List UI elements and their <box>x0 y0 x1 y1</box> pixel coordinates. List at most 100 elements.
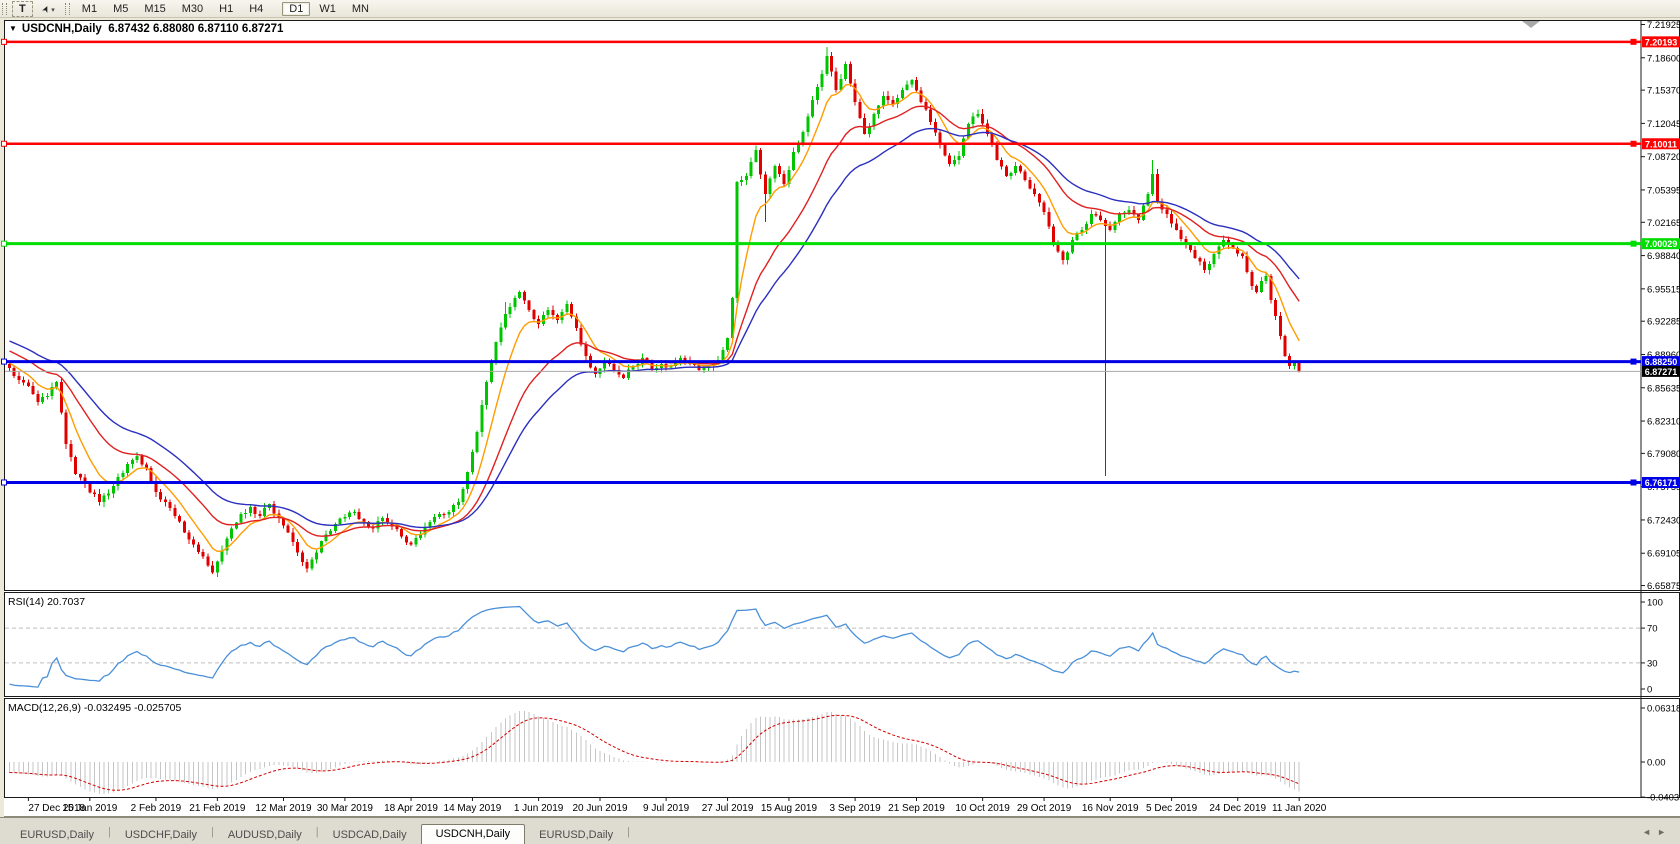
level-badge <box>1642 356 1680 368</box>
chart-menu-icon[interactable]: ▼ <box>9 24 17 33</box>
date-tick-label: 3 Sep 2019 <box>830 803 882 814</box>
macd-tick-label: 0.063184 <box>1647 704 1680 715</box>
chart-canvas[interactable]: 7.21925 7.18600 7.15370 7.12045 7.08720 7.053… <box>0 19 1680 817</box>
level-line-7.00029[interactable]: 7.00029 <box>1 238 1680 250</box>
tab-usdchf-daily[interactable]: USDCHF,Daily <box>124 829 197 841</box>
date-tick-label: 24 Dec 2019 <box>1209 803 1266 814</box>
price-tick-label: 6.92285 <box>1647 317 1680 328</box>
macd-tick-label: 0.00 <box>1647 758 1666 769</box>
date-tick-label: 27 Jul 2019 <box>702 803 754 814</box>
timeframe-button-m15[interactable]: M15 <box>144 2 166 15</box>
tab-separator: | <box>627 825 630 838</box>
price-tick-label: 6.82310 <box>1647 417 1680 428</box>
tab-separator: | <box>315 825 319 838</box>
price-tick-label: 7.21925 <box>1647 20 1680 31</box>
svg-text:7.20193: 7.20193 <box>1645 37 1678 47</box>
level-badge <box>1642 238 1680 250</box>
date-tick-label: 30 Mar 2019 <box>317 803 374 814</box>
date-tick-label: 5 Dec 2019 <box>1146 803 1198 814</box>
pointer-icon: ➤ <box>39 2 52 15</box>
date-tick-label: 12 Mar 2019 <box>255 803 312 814</box>
svg-text:7.00029: 7.00029 <box>1645 239 1678 249</box>
tab-usdcnh-daily[interactable]: USDCNH,Daily <box>420 824 526 844</box>
price-tick-label: 7.02165 <box>1647 218 1680 229</box>
level-line-7.10011[interactable]: 7.10011 <box>1 138 1680 150</box>
macd-pane[interactable] <box>4 698 1680 798</box>
timeframe-button-h1[interactable]: H1 <box>219 2 234 15</box>
date-tick-label: 16 Nov 2019 <box>1082 803 1139 814</box>
svg-text:7.10011: 7.10011 <box>1645 139 1677 149</box>
svg-text:6.76171: 6.76171 <box>1645 478 1678 488</box>
level-line-6.76171[interactable]: 6.76171 <box>1 476 1680 488</box>
ema-slow-line <box>9 127 1300 529</box>
toolbar-grip[interactable] <box>2 2 7 15</box>
price-tick-label: 7.15370 <box>1647 86 1680 97</box>
rsi-tick-label: 30 <box>1647 658 1658 669</box>
price-tick-label: 6.65875 <box>1647 581 1680 592</box>
date-tick-label: 10 Oct 2019 <box>955 803 1010 814</box>
date-tick-label: 11 Jan 2020 <box>1272 803 1327 814</box>
macd-histogram <box>9 710 1300 795</box>
price-tick-label: 6.95515 <box>1647 284 1680 295</box>
chart-ohlc-values: 6.87432 6.88080 6.87110 6.87271 <box>108 23 284 35</box>
toolbar: T ➤▾ M1 M5 M15 M30 H1 H4 D1 W1 MN <box>0 0 1680 18</box>
level-badge <box>1642 138 1680 150</box>
date-tick-label: 21 Sep 2019 <box>888 803 945 814</box>
timeframe-button-w1[interactable]: W1 <box>319 2 336 15</box>
price-tick-label: 6.69105 <box>1647 549 1680 560</box>
macd-tick-label: -0.04035 <box>1647 793 1680 804</box>
rsi-pane[interactable] <box>4 592 1680 697</box>
level-badge <box>1642 476 1680 488</box>
timeframe-button-m30[interactable]: M30 <box>181 2 204 15</box>
svg-text:6.88250: 6.88250 <box>1645 357 1678 367</box>
price-tick-label: 7.18600 <box>1647 53 1680 64</box>
date-tick-label: 29 Oct 2019 <box>1017 803 1072 814</box>
tab-eurusd-daily-2[interactable]: EURUSD,Daily <box>539 829 614 841</box>
date-tick-label: 20 Jun 2019 <box>572 803 627 814</box>
timeframe-button-m1[interactable]: M1 <box>81 2 98 15</box>
tab-eurusd-daily[interactable]: EURUSD,Daily <box>20 829 94 841</box>
cursor-tool-button[interactable]: ➤▾ <box>35 1 62 17</box>
chart-shift-marker-icon[interactable] <box>1522 21 1540 28</box>
timeframe-group: M1 M5 M15 M30 H1 H4 D1 W1 MN <box>74 1 377 16</box>
rsi-tick-label: 0 <box>1647 685 1652 696</box>
date-tick-label: 15 Aug 2019 <box>761 803 818 814</box>
date-tick-label: 1 Jun 2019 <box>514 803 564 814</box>
macd-label: MACD(12,26,9) -0.032495 -0.025705 <box>8 702 182 714</box>
price-tick-label: 6.85635 <box>1647 383 1680 394</box>
timeframe-button-m5[interactable]: M5 <box>113 2 129 15</box>
timeframe-button-h4[interactable]: H4 <box>249 2 264 15</box>
tab-scroll-left-icon[interactable]: ◄ <box>1642 826 1658 837</box>
rsi-tick-label: 100 <box>1647 598 1663 609</box>
price-pane[interactable] <box>4 20 1680 591</box>
level-line-6.88250[interactable]: 6.88250 <box>1 356 1680 368</box>
toolbar-grip-2[interactable] <box>64 2 70 15</box>
tab-separator: | <box>210 825 214 838</box>
text-tool-button[interactable]: T <box>12 0 33 17</box>
date-tick-label: 15 Jan 2019 <box>62 803 117 814</box>
current-price-badge <box>1642 365 1680 377</box>
tab-audusd-daily[interactable]: AUDUSD,Daily <box>227 829 302 841</box>
date-tick-label: 18 Apr 2019 <box>384 803 438 814</box>
chevron-down-icon: ▾ <box>51 6 55 14</box>
chart-title: ▼ USDCNH,Daily 6.87432 6.88080 6.87110 6.… <box>9 23 283 35</box>
date-tick-label: 27 Dec 2018 <box>28 803 85 814</box>
rsi-label: RSI(14) 20.7037 <box>8 596 85 608</box>
price-tick-label: 6.98840 <box>1647 251 1680 262</box>
date-tick-label: 21 Feb 2019 <box>189 803 246 814</box>
level-line-7.20193[interactable]: 7.20193 <box>1 36 1680 48</box>
tab-usdcad-daily[interactable]: USDCAD,Daily <box>332 829 407 841</box>
chart-symbol-label: USDCNH,Daily <box>21 23 102 35</box>
ema-fast-line <box>9 83 1300 553</box>
date-tick-label: 2 Feb 2019 <box>131 803 182 814</box>
level-badge <box>1642 36 1680 48</box>
tab-scroll-buttons: ◄► <box>1642 827 1672 837</box>
date-tick-label: 14 May 2019 <box>444 803 502 814</box>
tab-separator: | <box>107 825 111 838</box>
timeframe-button-d1[interactable]: D1 <box>282 1 311 16</box>
tab-scroll-right-icon[interactable]: ► <box>1657 826 1672 837</box>
svg-text:6.87271: 6.87271 <box>1645 367 1678 377</box>
chart-tab-bar: EURUSD,Daily | USDCHF,Daily | AUDUSD,Daily | U… <box>0 817 1680 844</box>
timeframe-button-mn[interactable]: MN <box>351 2 369 15</box>
